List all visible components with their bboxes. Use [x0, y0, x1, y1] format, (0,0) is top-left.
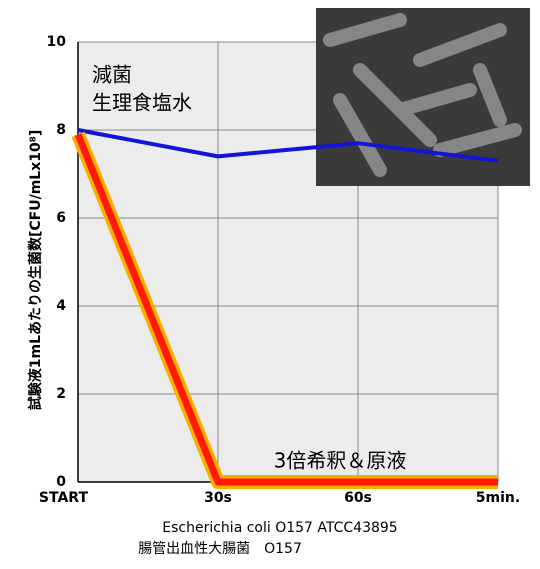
series-label: 3倍希釈＆原液 — [274, 449, 407, 473]
chart: 試験液1mLあたりの生菌数[CFU/mLx10⁸] Escherichia co… — [0, 0, 540, 565]
y-tick-label: 10 — [47, 34, 67, 50]
x-tick-label: 30s — [204, 490, 232, 506]
x-tick-label: START — [39, 490, 89, 506]
x-axis-label: Escherichia coli O157 ATCC43895 — [162, 520, 397, 536]
series-label: 生理食塩水 — [92, 91, 192, 115]
x-axis-label: 腸管出血性大腸菌 O157 — [138, 541, 302, 557]
x-tick-label: 60s — [344, 490, 372, 506]
series-label: 減菌 — [92, 63, 132, 87]
y-tick-label: 6 — [56, 210, 66, 226]
y-tick-label: 4 — [56, 298, 66, 314]
y-tick-label: 2 — [56, 386, 66, 402]
x-tick-label: 5min. — [476, 490, 520, 506]
y-tick-label: 8 — [56, 122, 66, 138]
y-tick-label: 0 — [56, 474, 66, 490]
y-axis-label: 試験液1mLあたりの生菌数[CFU/mLx10⁸] — [27, 130, 44, 411]
